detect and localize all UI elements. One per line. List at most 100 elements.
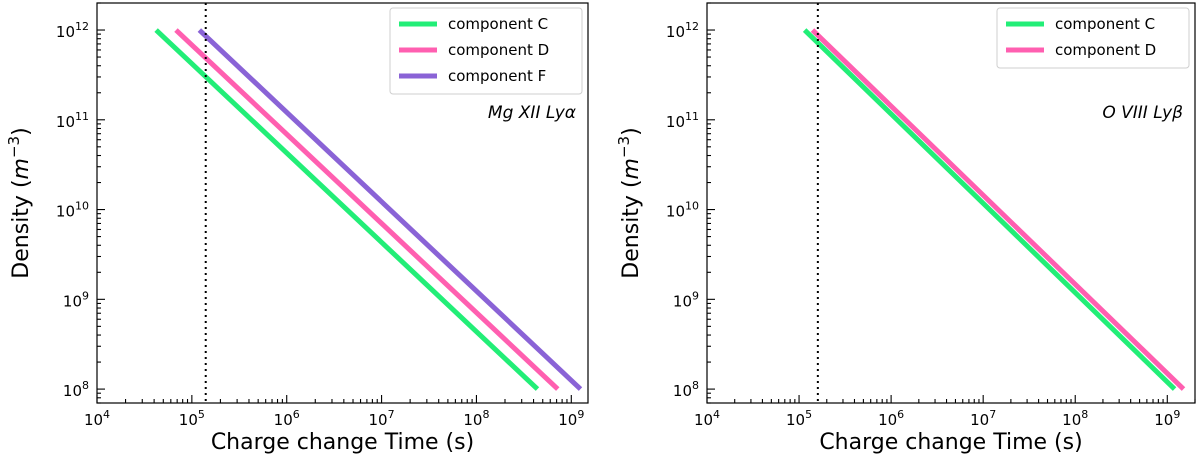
tick-exponent: 11: [75, 110, 89, 123]
series-line-component-f: [197, 28, 583, 391]
series-line-component-c: [154, 28, 540, 391]
series-line-component-c: [802, 28, 1177, 391]
x-tick-label: 105: [179, 408, 205, 429]
tick-exponent: 9: [577, 408, 584, 421]
x-tick-label: 106: [878, 408, 904, 429]
tick-exponent: 5: [805, 408, 812, 421]
tick-exponent: 10: [685, 200, 699, 213]
y-tick-label: 1011: [56, 110, 89, 131]
y-title-text: Density (: [9, 179, 34, 278]
tick-exponent: 12: [685, 20, 699, 33]
y-title-unit: m: [619, 158, 644, 179]
y-title-text: Density (: [619, 179, 644, 278]
legend-box: [996, 7, 1190, 69]
tick-exponent: 8: [482, 408, 489, 421]
minor-ticks: [97, 2, 568, 404]
y-tick-label: 109: [673, 289, 699, 310]
plot-frame: [96, 2, 589, 404]
x-tick-label: 109: [558, 408, 584, 429]
tick-exponent: 6: [293, 408, 300, 421]
tick-exponent: 6: [897, 408, 904, 421]
y-axis-title: Density (m−3): [615, 127, 644, 278]
legend: component C component D component F: [389, 7, 583, 95]
legend-label: component C: [1055, 15, 1155, 33]
tick-exponent: 8: [1081, 408, 1088, 421]
y-title-close: ): [9, 127, 34, 136]
tick-exponent: 10: [75, 200, 89, 213]
tick-base: 10: [1154, 411, 1173, 429]
y-tick-label: 1010: [666, 200, 699, 221]
y-tick-label: 1012: [666, 20, 699, 41]
tick-base: 10: [673, 382, 692, 400]
x-tick-label: 107: [369, 408, 395, 429]
tick-base: 10: [666, 203, 685, 221]
y-title-exp: −3: [615, 136, 633, 158]
tick-base: 10: [63, 382, 82, 400]
series-line-component-d: [174, 28, 560, 391]
x-tick-label: 104: [694, 408, 720, 429]
chart-annotation: Mg XII Lyα: [488, 103, 576, 123]
tick-base: 10: [786, 411, 805, 429]
tick-exponent: 12: [75, 20, 89, 33]
tick-base: 10: [666, 113, 685, 131]
legend-label: component D: [1055, 41, 1156, 59]
x-tick-label: 108: [463, 408, 489, 429]
legend-label: component C: [448, 15, 548, 33]
legend: component C component D: [996, 7, 1190, 69]
tick-exponent: 9: [1173, 408, 1180, 421]
y-axis-title: Density (m−3): [5, 127, 34, 278]
tick-base: 10: [179, 411, 198, 429]
tick-base: 10: [63, 292, 82, 310]
tick-base: 10: [369, 411, 388, 429]
tick-exponent: 5: [198, 408, 205, 421]
tick-base: 10: [970, 411, 989, 429]
x-axis-title: Charge change Time (s): [211, 430, 474, 455]
legend-box: [389, 7, 583, 95]
y-tick-label: 1011: [666, 110, 699, 131]
y-tick-label: 109: [63, 289, 89, 310]
tick-base: 10: [84, 411, 103, 429]
tick-base: 10: [694, 411, 713, 429]
x-tick-label: 108: [1062, 408, 1088, 429]
tick-base: 10: [56, 203, 75, 221]
y-tick-label: 108: [673, 379, 699, 400]
x-tick-label: 104: [84, 408, 110, 429]
tick-base: 10: [1062, 411, 1081, 429]
y-title-unit: m: [9, 158, 34, 179]
tick-base: 10: [673, 292, 692, 310]
tick-exponent: 9: [692, 289, 699, 302]
x-tick-label: 107: [970, 408, 996, 429]
tick-exponent: 8: [82, 379, 89, 392]
legend-label: component F: [448, 67, 546, 85]
y-tick-label: 108: [63, 379, 89, 400]
minor-ticks: [707, 2, 1196, 404]
y-title-exp: −3: [5, 136, 23, 158]
tick-base: 10: [56, 23, 75, 41]
tick-exponent: 4: [103, 408, 110, 421]
y-tick-label: 1012: [56, 20, 89, 41]
tick-exponent: 9: [82, 289, 89, 302]
tick-exponent: 8: [692, 379, 699, 392]
series-line-component-d: [810, 28, 1186, 391]
tick-base: 10: [56, 113, 75, 131]
tick-base: 10: [274, 411, 293, 429]
y-title-close: ): [619, 127, 644, 136]
tick-base: 10: [878, 411, 897, 429]
chart-annotation: O VIII Lyβ: [1102, 103, 1183, 123]
tick-exponent: 7: [989, 408, 996, 421]
x-tick-label: 109: [1154, 408, 1180, 429]
plot-frame: [706, 2, 1196, 404]
tick-exponent: 11: [685, 110, 699, 123]
tick-base: 10: [463, 411, 482, 429]
tick-base: 10: [666, 23, 685, 41]
legend-label: component D: [448, 41, 549, 59]
x-tick-label: 106: [274, 408, 300, 429]
x-tick-label: 105: [786, 408, 812, 429]
tick-exponent: 7: [388, 408, 395, 421]
y-tick-label: 1010: [56, 200, 89, 221]
tick-base: 10: [558, 411, 577, 429]
tick-exponent: 4: [713, 408, 720, 421]
